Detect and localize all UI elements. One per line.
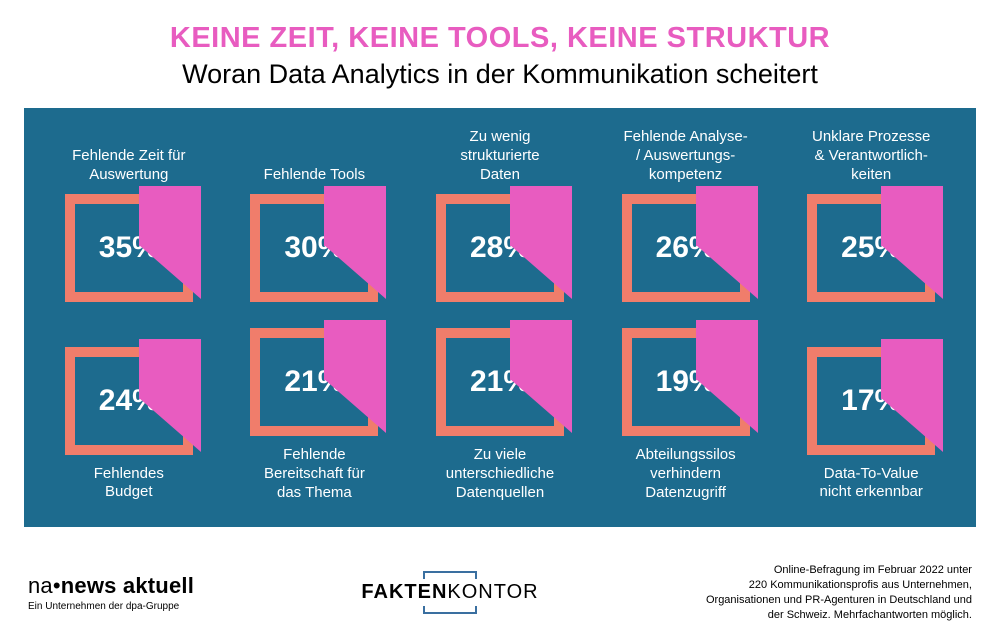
stat-card: Fehlende Bereitschaft für das Thema 21% (228, 328, 402, 502)
stat-label: Fehlende Tools (264, 146, 365, 184)
logo-na-sub: Ein Unternehmen der dpa-Gruppe (28, 601, 194, 612)
footnote: Online-Befragung im Februar 2022 unter 2… (706, 563, 972, 622)
stat-label: Data-To-Value nicht erkennbar (819, 465, 922, 503)
stat-card: Data-To-Value nicht erkennbar 17% (784, 328, 958, 502)
subhead: Woran Data Analytics in der Kommunikatio… (0, 59, 1000, 90)
flag-tail-icon (696, 245, 758, 299)
stat-card: Zu wenig strukturierte Daten 28% (413, 128, 587, 302)
logo-na-main: na•news aktuell (28, 573, 194, 599)
footer: na•news aktuell Ein Unternehmen der dpa-… (0, 527, 1000, 643)
stat-card: Fehlende Tools 30% (228, 128, 402, 302)
stat-label: Fehlende Zeit für Auswertung (72, 146, 185, 184)
stat-box: 28% (436, 194, 564, 302)
flag-tail-icon (696, 379, 758, 433)
logo-fk-rest: KONTOR (447, 581, 538, 603)
stat-card: Fehlende Zeit für Auswertung 35% (42, 128, 216, 302)
flag-icon (139, 186, 201, 246)
flag-icon (510, 320, 572, 380)
stat-box: 19% (622, 328, 750, 436)
stat-card: Fehlende Analyse- / Auswertungs- kompete… (599, 128, 773, 302)
flag-tail-icon (139, 398, 201, 452)
logo-na-rest: news aktuell (61, 573, 194, 598)
stat-box: 21% (250, 328, 378, 436)
stat-card: Unklare Prozesse & Verantwortlich- keite… (784, 128, 958, 302)
flag-icon (881, 339, 943, 399)
flag-icon (139, 339, 201, 399)
stat-box: 35% (65, 194, 193, 302)
logo-news-aktuell: na•news aktuell Ein Unternehmen der dpa-… (28, 573, 194, 612)
flag-tail-icon (324, 379, 386, 433)
flag-tail-icon (881, 245, 943, 299)
stat-label: Zu viele unterschiedliche Datenquellen (446, 446, 554, 502)
stat-box: 17% (807, 347, 935, 455)
flag-icon (696, 320, 758, 380)
flag-icon (324, 186, 386, 246)
logo-na-dot: • (53, 573, 61, 598)
stat-card: Abteilungssilos verhindern Datenzugriff 1… (599, 328, 773, 502)
stat-box: 25% (807, 194, 935, 302)
stat-label: Zu wenig strukturierte Daten (460, 128, 539, 184)
flag-icon (324, 320, 386, 380)
stat-card: Fehlendes Budget 24% (42, 328, 216, 502)
flag-icon (696, 186, 758, 246)
stat-box: 24% (65, 347, 193, 455)
stats-grid: Fehlende Zeit für Auswertung35%Fehlende … (42, 128, 958, 503)
stat-box: 21% (436, 328, 564, 436)
flag-icon (510, 186, 572, 246)
flag-tail-icon (139, 245, 201, 299)
flag-icon (881, 186, 943, 246)
stat-box: 30% (250, 194, 378, 302)
stat-label: Fehlende Bereitschaft für das Thema (264, 446, 365, 502)
stat-box: 26% (622, 194, 750, 302)
flag-tail-icon (510, 245, 572, 299)
stat-label: Fehlende Analyse- / Auswertungs- kompete… (623, 128, 747, 184)
stat-label: Unklare Prozesse & Verantwortlich- keite… (812, 128, 930, 184)
bracket-top-icon (423, 571, 477, 579)
header: KEINE ZEIT, KEINE TOOLS, KEINE STRUKTUR … (0, 0, 1000, 108)
logo-faktenkontor: FAKTENKONTOR (353, 577, 546, 608)
flag-tail-icon (881, 398, 943, 452)
stat-label: Abteilungssilos verhindern Datenzugriff (636, 446, 736, 502)
stats-panel: Fehlende Zeit für Auswertung35%Fehlende … (24, 108, 976, 527)
stat-label: Fehlendes Budget (94, 465, 164, 503)
logo-na-prefix: na (28, 573, 53, 598)
stat-card: Zu viele unterschiedliche Datenquellen 21… (413, 328, 587, 502)
logo-fk-bold: FAKTEN (361, 581, 447, 603)
headline: KEINE ZEIT, KEINE TOOLS, KEINE STRUKTUR (0, 22, 1000, 55)
flag-tail-icon (510, 379, 572, 433)
flag-tail-icon (324, 245, 386, 299)
bracket-bottom-icon (423, 606, 477, 614)
